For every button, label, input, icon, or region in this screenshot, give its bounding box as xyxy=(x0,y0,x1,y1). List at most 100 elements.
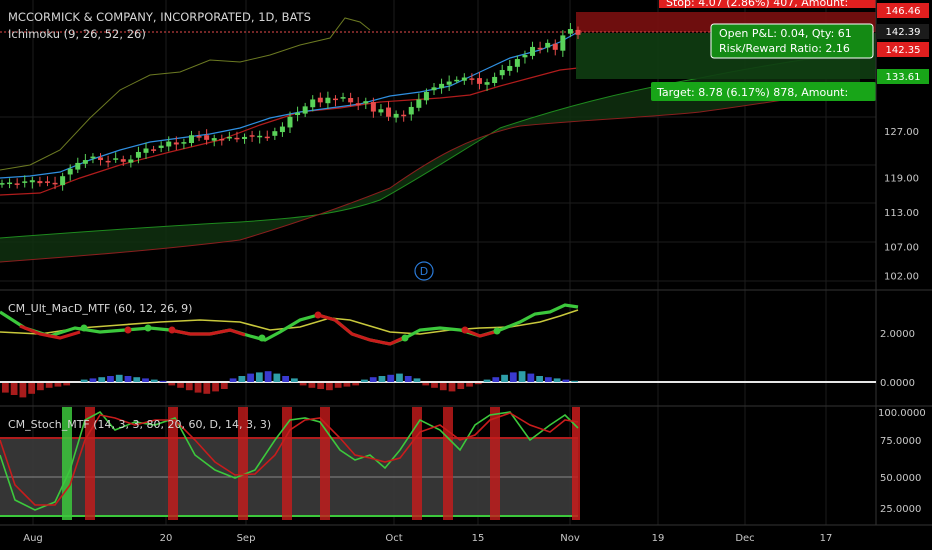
candle-up[interactable] xyxy=(257,135,263,138)
candle-down[interactable] xyxy=(552,43,558,50)
candle-up[interactable] xyxy=(461,77,467,81)
candle-up[interactable] xyxy=(439,83,445,89)
macd-cross-dots xyxy=(80,311,501,342)
candle-up[interactable] xyxy=(22,181,28,183)
indicator-label[interactable]: Ichimoku (9, 26, 52, 26) xyxy=(8,27,146,41)
candle-up[interactable] xyxy=(7,182,13,185)
macd-histogram-bar xyxy=(37,383,44,391)
time-axis-label: 15 xyxy=(472,533,485,544)
candle-up[interactable] xyxy=(454,79,460,82)
candle-up[interactable] xyxy=(113,158,119,160)
candle-down[interactable] xyxy=(173,142,179,145)
candle-up[interactable] xyxy=(128,159,134,163)
candle-up[interactable] xyxy=(363,101,369,104)
candle-down[interactable] xyxy=(196,136,202,138)
macd-pane-title[interactable]: CM_Ult_MacD_MTF (60, 12, 26, 9) xyxy=(8,302,192,315)
candle-up[interactable] xyxy=(67,168,73,175)
candle-up[interactable] xyxy=(484,82,490,85)
price-axis-label: 127.00 xyxy=(884,127,919,138)
candle-up[interactable] xyxy=(446,81,452,85)
candle-up[interactable] xyxy=(522,55,528,58)
candle-up[interactable] xyxy=(226,136,232,139)
candle-down[interactable] xyxy=(52,182,58,185)
candle-down[interactable] xyxy=(386,107,392,117)
time-axis xyxy=(0,525,932,550)
candle-up[interactable] xyxy=(211,138,217,141)
target-price-text: 133.61 xyxy=(886,72,921,83)
candle-up[interactable] xyxy=(242,136,248,139)
candle-up[interactable] xyxy=(279,126,285,133)
candle-up[interactable] xyxy=(295,112,301,116)
candle-down[interactable] xyxy=(575,29,581,35)
macd-histogram-bar xyxy=(439,383,447,391)
macd-histogram-bar xyxy=(291,378,298,382)
candle-up[interactable] xyxy=(545,42,551,48)
candle-down[interactable] xyxy=(264,136,270,139)
candle-up[interactable] xyxy=(302,106,308,114)
candle-down[interactable] xyxy=(151,149,157,151)
candle-up[interactable] xyxy=(431,87,437,91)
stoch-y-label-50: 50.0000 xyxy=(880,473,921,484)
candle-down[interactable] xyxy=(332,98,338,101)
candle-up[interactable] xyxy=(325,97,331,104)
candle-down[interactable] xyxy=(204,135,210,140)
candle-up[interactable] xyxy=(135,151,141,158)
candle-up[interactable] xyxy=(408,106,414,115)
candle-down[interactable] xyxy=(120,159,126,162)
candle-down[interactable] xyxy=(234,137,240,140)
candle-up[interactable] xyxy=(90,156,96,159)
candle-up[interactable] xyxy=(188,135,194,144)
macd-histogram-bar xyxy=(54,383,62,387)
candle-down[interactable] xyxy=(317,97,323,103)
macd-histogram-bar xyxy=(150,379,158,382)
candle-up[interactable] xyxy=(560,35,566,51)
candle-up[interactable] xyxy=(272,131,278,136)
candle-down[interactable] xyxy=(105,160,111,163)
candle-up[interactable] xyxy=(530,46,536,56)
macd-histogram-bar xyxy=(448,383,456,392)
candle-down[interactable] xyxy=(469,78,475,80)
candle-up[interactable] xyxy=(378,109,384,113)
candle-up[interactable] xyxy=(143,148,149,153)
candle-up[interactable] xyxy=(75,162,81,170)
candle-up[interactable] xyxy=(60,176,66,186)
pnl-box xyxy=(710,23,874,59)
candle-up[interactable] xyxy=(0,183,5,185)
candle-down[interactable] xyxy=(249,135,255,137)
candle-down[interactable] xyxy=(219,138,225,141)
candle-up[interactable] xyxy=(393,113,399,118)
candle-down[interactable] xyxy=(14,183,20,185)
candle-up[interactable] xyxy=(499,70,505,76)
stoch-pane-title[interactable]: CM_Stoch_MTF (14, 3, 3, 80, 20, 60, D, 1… xyxy=(8,418,271,431)
macd-y-label-0: 0.0000 xyxy=(880,378,915,389)
candle-up[interactable] xyxy=(287,116,293,128)
candle-up[interactable] xyxy=(416,99,422,108)
candle-up[interactable] xyxy=(514,59,520,67)
candle-up[interactable] xyxy=(82,160,88,164)
candle-down[interactable] xyxy=(401,114,407,117)
candle-up[interactable] xyxy=(158,145,164,148)
candle-up[interactable] xyxy=(507,65,513,71)
time-axis-label: Oct xyxy=(385,533,402,544)
candle-down[interactable] xyxy=(44,181,50,183)
candle-up[interactable] xyxy=(423,91,429,101)
candle-down[interactable] xyxy=(348,98,354,103)
candle-down[interactable] xyxy=(370,102,376,112)
candle-up[interactable] xyxy=(340,97,346,99)
candle-down[interactable] xyxy=(37,181,43,184)
candle-up[interactable] xyxy=(567,29,573,34)
candle-up[interactable] xyxy=(29,180,35,183)
candle-down[interactable] xyxy=(98,157,104,161)
candle-down[interactable] xyxy=(537,47,543,50)
stop-price-tag xyxy=(877,3,929,18)
candle-up[interactable] xyxy=(492,76,498,84)
dividend-marker[interactable] xyxy=(414,261,434,281)
candle-up[interactable] xyxy=(166,141,172,147)
candle-down[interactable] xyxy=(476,78,482,84)
candle-up[interactable] xyxy=(310,99,316,108)
candle-up[interactable] xyxy=(181,142,187,144)
price-axis xyxy=(876,0,932,525)
candle-down[interactable] xyxy=(355,103,361,106)
macd-histogram-bar xyxy=(19,383,27,398)
